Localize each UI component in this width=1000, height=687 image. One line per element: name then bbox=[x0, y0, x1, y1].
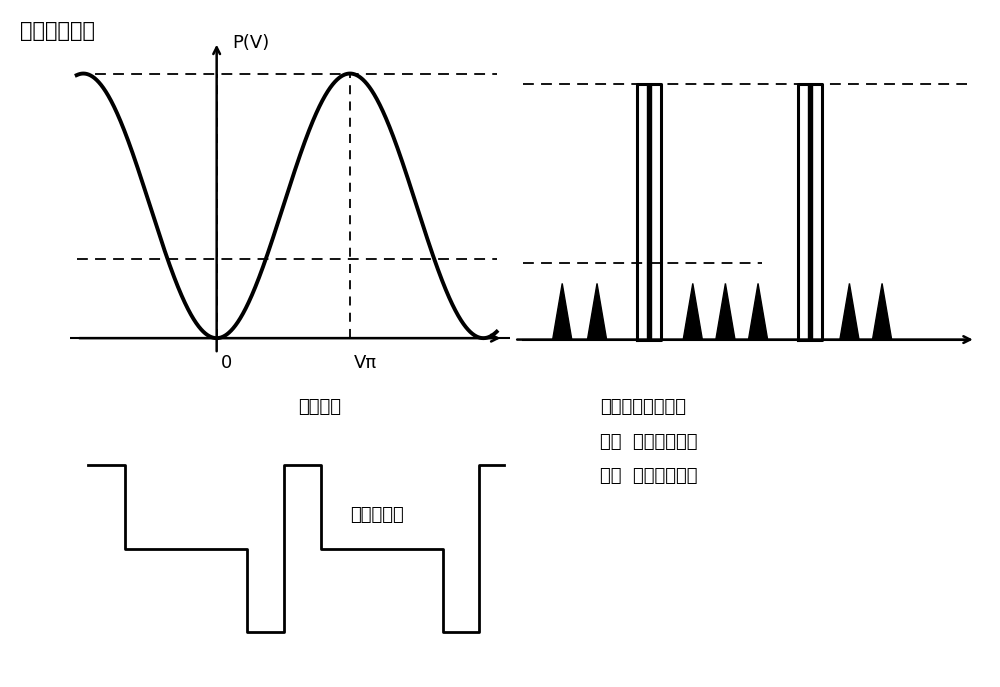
Text: P(V): P(V) bbox=[233, 34, 270, 52]
Polygon shape bbox=[587, 284, 607, 339]
Polygon shape bbox=[873, 284, 892, 339]
Text: 高：  提取的光脉冲: 高： 提取的光脉冲 bbox=[600, 433, 698, 451]
Text: 调制传输函数: 调制传输函数 bbox=[20, 21, 95, 41]
Text: 驱动电压: 驱动电压 bbox=[298, 398, 342, 416]
Polygon shape bbox=[553, 284, 572, 339]
Text: 低：  泄漏的光脉冲: 低： 泄漏的光脉冲 bbox=[600, 467, 698, 485]
Text: 飞秒激光脉冲提取: 飞秒激光脉冲提取 bbox=[600, 398, 686, 416]
Text: 同步电脉冲: 同步电脉冲 bbox=[350, 506, 404, 524]
Polygon shape bbox=[716, 284, 735, 339]
Polygon shape bbox=[683, 284, 702, 339]
Text: Vπ: Vπ bbox=[354, 354, 377, 372]
Text: 0: 0 bbox=[221, 354, 232, 372]
Polygon shape bbox=[748, 284, 768, 339]
Polygon shape bbox=[840, 284, 859, 339]
